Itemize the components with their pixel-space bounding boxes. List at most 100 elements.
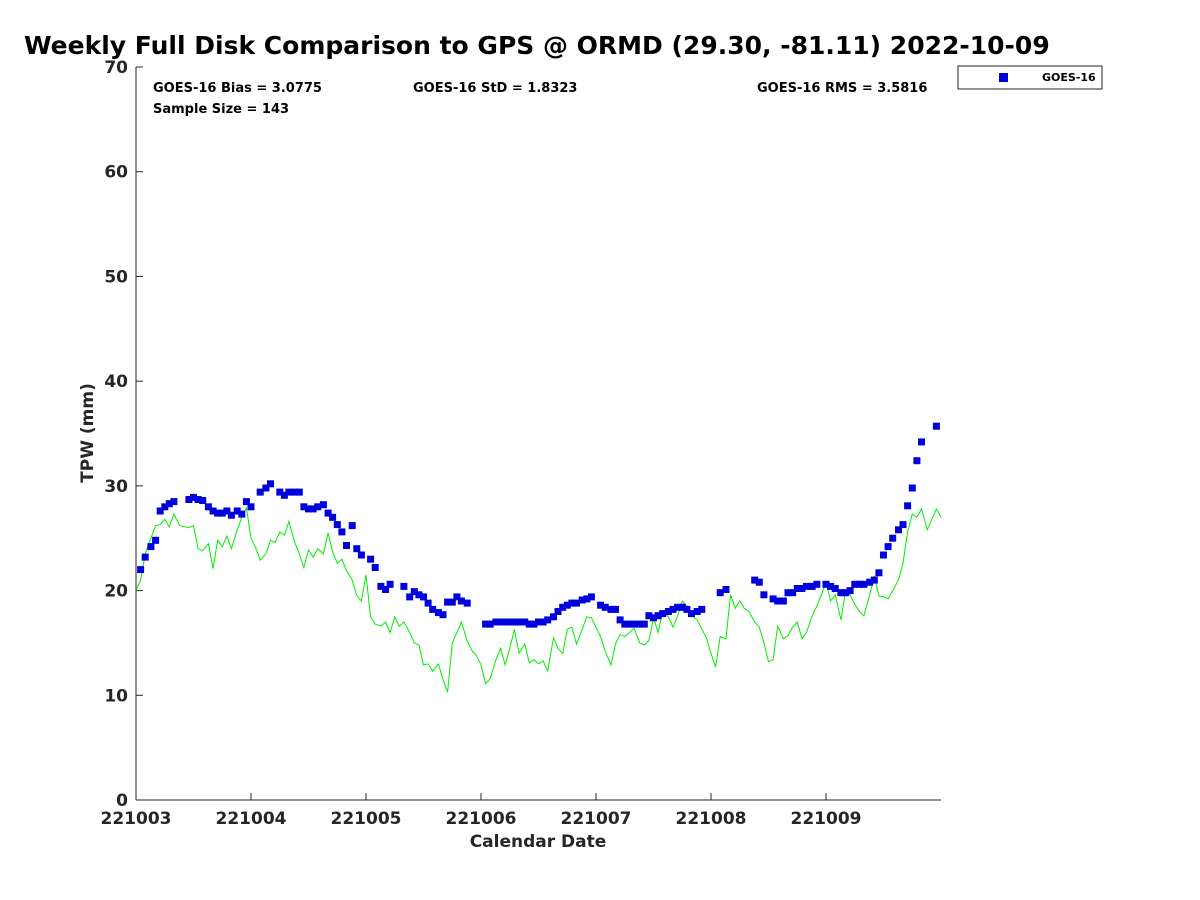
- goes-16-data-point: [295, 488, 303, 496]
- y-tick-label: 30: [104, 477, 128, 497]
- goes-16-data-point: [291, 488, 299, 496]
- goes-16-data-point: [789, 589, 797, 597]
- goes-16-data-point: [597, 601, 605, 609]
- goes-16-data-point: [784, 589, 792, 597]
- goes-16-data-point: [309, 505, 317, 513]
- x-tick-label: 221009: [791, 809, 862, 829]
- goes-16-data-point: [377, 582, 385, 590]
- goes-16-data-point: [860, 580, 868, 588]
- goes-16-data-point: [842, 589, 850, 597]
- goes-16-data-point: [837, 589, 845, 597]
- goes-16-data-point: [559, 603, 567, 611]
- goes-16-data-point: [338, 528, 346, 536]
- goes-16-data-point: [333, 521, 341, 529]
- goes-16-data-point: [813, 580, 821, 588]
- goes-16-data-point: [908, 484, 916, 492]
- goes-16-data-point: [147, 543, 155, 551]
- x-tick-label: 221007: [561, 809, 632, 829]
- x-tick-label: 221008: [676, 809, 747, 829]
- goes-16-data-point: [563, 601, 571, 609]
- goes-16-data-point: [664, 608, 672, 615]
- goes-16-data-point: [659, 610, 667, 618]
- goes-16-data-point: [751, 576, 759, 584]
- goes-16-data-point: [371, 564, 379, 571]
- goes-16-data-point: [152, 536, 160, 544]
- goes-16-data-point: [798, 585, 806, 592]
- goes-16-data-point: [238, 510, 246, 518]
- goes-16-data-point: [625, 620, 633, 628]
- goes-16-data-point: [640, 620, 648, 628]
- goes-16-data-point: [866, 578, 874, 586]
- goes-16-data-point: [415, 591, 423, 599]
- rms-annotation: GOES-16 RMS = 3.5816: [757, 81, 927, 96]
- x-tick-label: 221004: [216, 809, 287, 829]
- goes-16-data-point: [932, 422, 940, 430]
- goes-16-data-point: [285, 488, 293, 496]
- goes-16-data-point: [889, 534, 897, 542]
- std-annotation: GOES-16 StD = 1.8323: [413, 81, 577, 96]
- goes-16-data-point: [831, 585, 839, 592]
- goes-16-data-point: [822, 580, 830, 588]
- goes-16-data-point: [305, 505, 312, 513]
- goes-16-data-point: [348, 522, 356, 530]
- goes-16-data-point: [170, 498, 178, 506]
- legend: GOES-16: [957, 65, 1103, 90]
- goes-16-data-point: [616, 616, 624, 624]
- goes-16-data-point: [515, 618, 523, 626]
- goes-16-data-point: [353, 545, 361, 553]
- goes-16-data-point: [510, 618, 518, 626]
- goes-16-data-point: [587, 593, 595, 601]
- goes-16-data-point: [568, 599, 576, 607]
- bias-annotation: GOES-16 Bias = 3.0775: [153, 81, 322, 96]
- goes-16-data-point: [223, 507, 231, 515]
- y-tick-label: 10: [104, 686, 128, 706]
- goes-16-data-point: [300, 503, 308, 511]
- goes-16-data-point: [769, 595, 777, 603]
- goes-16-data-point: [209, 507, 217, 515]
- goes-16-data-point: [386, 580, 394, 588]
- goes-16-series: [137, 422, 940, 628]
- goes-16-data-point: [256, 488, 264, 496]
- goes-16-data-point: [165, 500, 173, 508]
- gps-series-line: [135, 506, 942, 693]
- goes-16-data-point: [583, 595, 591, 603]
- legend-goes-16-label: GOES-16: [1042, 71, 1096, 84]
- goes-16-data-point: [420, 593, 427, 601]
- goes-16-data-point: [554, 608, 562, 615]
- goes-16-data-point: [324, 509, 332, 517]
- goes-16-data-point: [607, 605, 615, 613]
- goes-16-data-point: [674, 603, 682, 611]
- y-tick-label: 70: [104, 58, 128, 78]
- goes-16-data-point: [429, 605, 437, 613]
- goes-16-data-point: [654, 612, 662, 620]
- goes-16-data-point: [343, 542, 350, 549]
- goes-16-data-point: [760, 591, 768, 599]
- goes-16-data-point: [913, 457, 921, 465]
- goes-16-data-point: [434, 609, 442, 617]
- goes-16-data-point: [486, 620, 494, 628]
- goes-16-data-point: [400, 582, 408, 590]
- goes-16-data-point: [698, 605, 706, 613]
- goes-16-data-point: [262, 484, 270, 492]
- goes-16-data-point: [774, 597, 782, 605]
- goes-16-data-point: [535, 618, 542, 626]
- goes-16-data-point: [846, 587, 854, 595]
- goes-16-data-point: [755, 578, 763, 586]
- goes-16-data-point: [693, 608, 701, 615]
- y-axis-ticks: 0 10 20 30 40 50 60 70: [104, 58, 143, 811]
- goes-16-data-point: [329, 513, 337, 521]
- goes-16-data-point: [895, 526, 902, 534]
- x-tick-label: 221003: [101, 809, 172, 829]
- goes-16-data-point: [141, 553, 149, 561]
- goes-16-data-point: [314, 503, 322, 511]
- goes-16-data-point: [218, 509, 226, 517]
- sample-size-annotation: Sample Size = 143: [153, 102, 289, 117]
- goes-16-data-point: [357, 551, 365, 559]
- goes-16-data-point: [424, 599, 432, 607]
- goes-16-data-point: [367, 555, 375, 563]
- goes-16-data-point: [621, 620, 629, 628]
- legend-goes-16-marker: [999, 73, 1008, 82]
- goes-16-data-point: [630, 620, 638, 628]
- goes-16-data-point: [683, 605, 691, 613]
- y-tick-label: 0: [116, 791, 128, 811]
